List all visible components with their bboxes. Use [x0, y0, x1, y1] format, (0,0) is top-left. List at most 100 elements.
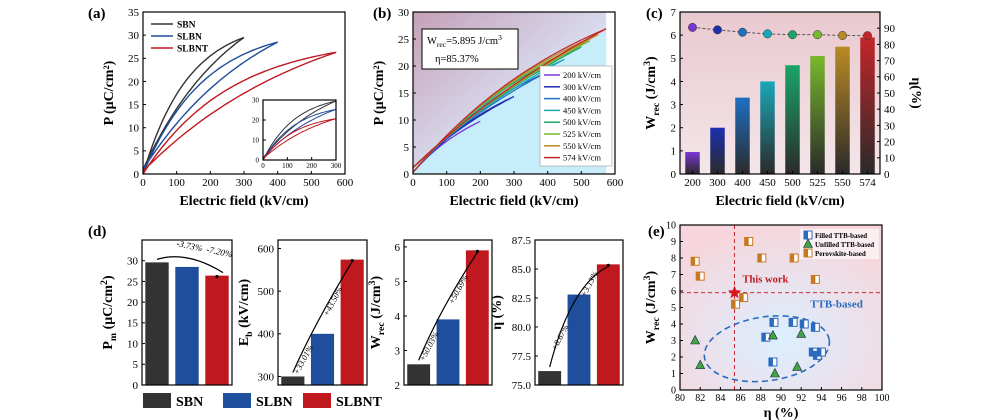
legend-label-525: 525 kV/cm — [563, 129, 601, 139]
panel-c-yr-tick-label: 0 — [884, 169, 890, 181]
bar-slbnt-0 — [205, 275, 229, 385]
panel-d-0-ylabel: Pm (μC/cm2) — [99, 275, 119, 350]
panel-d-2-y-tick-label: 5 — [395, 276, 401, 288]
panel-b-label: (b) — [373, 6, 391, 22]
panel-b-y-tick-label: 25 — [398, 34, 410, 46]
panel-c-y-tick-label: 6 — [671, 30, 677, 42]
panel-b-x-tick-label: 400 — [539, 177, 556, 189]
panel-e-y-tick-label: 6 — [671, 287, 676, 298]
panel-a-x-tick-label: 600 — [337, 177, 354, 189]
point-perovskite-based-fill — [731, 300, 736, 309]
panel-c-y-tick-label: 2 — [671, 123, 677, 135]
legend-label-550: 550 kV/cm — [563, 141, 601, 151]
point-filled-ttb-based-fill — [789, 318, 794, 327]
arrow-head — [606, 263, 610, 267]
point-unfilled-ttb-based — [767, 329, 778, 340]
panel-d-0-y-tick-label: 5 — [133, 359, 139, 371]
change-label: +8.67% — [549, 323, 571, 352]
point-perovskite-based-fill — [757, 254, 762, 262]
panel-e-x-tick-label: 96 — [837, 393, 847, 404]
inset-frame — [262, 99, 337, 161]
panel-a-y-tick-label: 0 — [134, 169, 140, 181]
inset-y-tick-label: 30 — [252, 96, 260, 104]
panel-d-label: (d) — [88, 224, 106, 240]
panel-d-0-ylabel-part: ) — [101, 275, 116, 280]
annotation-wrec-part: =5.895 J/cm — [446, 36, 498, 47]
bar-sbn-1 — [281, 376, 305, 385]
point-perovskite-based-fill — [696, 272, 701, 281]
panel-e-y-tick-label: 9 — [671, 237, 676, 248]
panel-d-2-ylabel-part: rec — [376, 322, 387, 336]
pe-loop-slbnt — [142, 51, 337, 175]
panel-e-y-tick-label: 2 — [671, 353, 676, 364]
panel-c-ylabel-part: ) — [644, 56, 659, 61]
bar-slbn-3 — [567, 294, 591, 385]
panel-e-x-tick-label: 94 — [816, 393, 826, 404]
eta-point-400 — [738, 27, 747, 37]
panel-b-y-tick-label: 30 — [398, 7, 410, 19]
panel-c-x-tick-label: 550 — [834, 177, 851, 189]
change-label: +3.13% — [578, 269, 600, 298]
panel-e-ylabel-part: W — [644, 330, 659, 344]
bar-slbnt-2 — [465, 250, 489, 385]
panel-d-3-frame — [534, 239, 624, 386]
panel-a-x-tick-label: 200 — [202, 177, 219, 189]
panel-c-x-tick-label: 500 — [784, 177, 801, 189]
panel-e-y-tick-label: 7 — [671, 270, 676, 281]
panel-a-x-tick-label: 100 — [168, 177, 185, 189]
point-unfilled-ttb-based — [792, 361, 803, 371]
panel-a-x-tick-label: 300 — [236, 177, 253, 189]
eta-point-574 — [863, 31, 872, 41]
panel-d-0-frame — [141, 239, 233, 386]
panel-d-2-ylabel-part: (J/cm — [369, 285, 384, 322]
panel-b-x-tick-label: 300 — [506, 177, 523, 189]
panel-e-xlabel: η (%) — [764, 406, 799, 420]
panel-d-2-frame — [403, 239, 493, 386]
panel-a-xlabel: Electric field (kV/cm) — [179, 194, 308, 209]
panel-c-ylabel-part: (J/cm — [644, 66, 659, 103]
panel-e-x-tick-label: 98 — [857, 393, 867, 404]
panel-d-0-y-tick-label: 0 — [133, 380, 139, 392]
panel-c-ylabel-right: η(%) — [908, 77, 923, 109]
legend-text-slbnt: SLBNT — [336, 395, 383, 410]
legend-label-300: 300 kV/cm — [563, 82, 601, 92]
point-unfilled-ttb-based — [690, 334, 701, 345]
panel-c-ylabel-part: W — [644, 116, 659, 130]
panel-c-y-tick-label: 7 — [671, 7, 677, 19]
arrow-head — [350, 259, 354, 263]
wrec-bar-525 — [810, 55, 825, 174]
wrec-bar-400 — [735, 97, 750, 174]
panel-a-y-tick-label: 25 — [128, 53, 140, 65]
bar-slbn-0 — [175, 266, 199, 385]
panel-d-0-ylabel-part: m — [108, 333, 119, 341]
panel-d-0-y-tick-label: 25 — [127, 276, 139, 288]
panel-a-y-tick-label: 10 — [128, 123, 140, 135]
wrec-bar-574 — [860, 37, 875, 175]
point-unfilled-ttb-based — [695, 359, 706, 370]
panel-d-3-y-tick-label: 87.5 — [512, 235, 532, 247]
bottom-legend: SBN SLBN SLBNT — [143, 393, 383, 410]
panel-c-ylabel: Wrec (J/cm3) — [642, 56, 662, 130]
panel-b-x-tick-label: 200 — [472, 177, 489, 189]
panel-d-2-y-tick-label: 2 — [395, 380, 401, 392]
annotation-wrec-part: rec — [437, 40, 447, 49]
change-label: -7.20% — [206, 244, 234, 259]
panel-d-2-ylabel: Wrec (J/cm3) — [367, 275, 387, 349]
panel-b-x-tick-label: 0 — [410, 177, 416, 189]
panel-d-2-y-tick-label: 6 — [395, 242, 401, 254]
inset-y-tick-label: 10 — [252, 136, 260, 144]
bar-sbn-0 — [145, 262, 169, 385]
legend-marker-unfilled-ttb-based — [803, 238, 813, 248]
inset-loop-slbnt — [263, 118, 336, 160]
legend-label-500: 500 kV/cm — [563, 117, 601, 127]
annotation-wrec-part: 3 — [498, 33, 502, 42]
panel-b-y-tick-label: 10 — [398, 115, 410, 127]
inset-y-tick-label: 20 — [252, 116, 260, 124]
legend-swatch-slbn — [223, 393, 251, 408]
panel-c-y-tick-label: 4 — [671, 76, 677, 88]
panel-a-y-tick-label: 35 — [128, 7, 140, 19]
panel-e-x-tick-label: 86 — [736, 393, 746, 404]
annotation-wrec-part: W — [427, 36, 437, 47]
inset-x-tick-label: 100 — [282, 162, 293, 170]
eta-point-525 — [813, 30, 822, 40]
